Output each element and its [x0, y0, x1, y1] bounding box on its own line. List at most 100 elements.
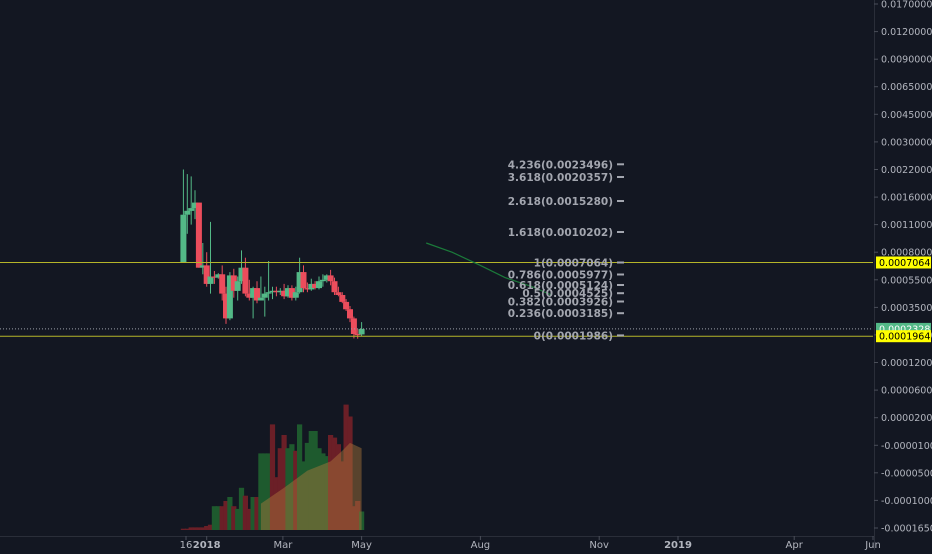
candle-body	[184, 210, 191, 215]
volume-bar	[335, 444, 341, 530]
volume-bar	[242, 495, 248, 530]
price-axis-label: 0.0003500	[881, 303, 932, 314]
price-axis-label: 0.0005500	[881, 275, 932, 286]
price-axis-label: 0.0022000	[881, 165, 932, 176]
candle-body	[285, 288, 291, 297]
time-axis[interactable]: 16 2018 Mar May Aug Nov 2019 Apr Jun	[0, 536, 881, 551]
projection-line[interactable]	[425, 242, 552, 296]
volume-bar	[293, 450, 299, 530]
time-axis-label: 2019	[664, 540, 692, 550]
candle-body	[304, 288, 311, 290]
price-tag-yellow	[876, 330, 931, 343]
price-tag-label: 0.0001964	[879, 332, 930, 343]
volume-bar	[343, 404, 349, 530]
time-axis-label: 16	[180, 540, 193, 550]
candle-body	[261, 293, 268, 298]
price-axis-label: 0.0001200	[881, 358, 932, 369]
volume-bar	[262, 453, 268, 530]
volume-bar	[297, 424, 303, 530]
candle-body	[215, 274, 222, 278]
volume-bar	[200, 527, 206, 530]
candle-body	[242, 267, 249, 294]
candle-body	[292, 292, 299, 298]
fib-level-label: 0.236(0.0003185)	[508, 308, 613, 320]
candle-body	[246, 293, 253, 298]
volume-bar	[269, 424, 276, 530]
volume-bar	[285, 448, 291, 530]
candle-body	[273, 290, 280, 293]
price-axis-label: 0.0065000	[881, 82, 932, 93]
candle-body	[238, 267, 245, 282]
candle-body	[219, 274, 226, 294]
candle-body	[226, 275, 233, 319]
candle-body	[319, 279, 326, 282]
volume-bar	[300, 461, 307, 530]
volume-bar	[231, 506, 237, 530]
volume-bar	[351, 506, 357, 530]
candle-body	[211, 276, 218, 278]
candle-body	[347, 309, 353, 319]
time-axis-label: 2018	[193, 540, 221, 550]
candle-body	[300, 272, 307, 289]
volume-bar	[328, 435, 334, 530]
drawings-layer[interactable]	[0, 242, 873, 337]
fib-level-label: 0.5(0.0004525)	[522, 288, 613, 300]
price-tag-label: 0.0007064	[879, 258, 930, 269]
volume-bar	[339, 461, 345, 530]
price-axis[interactable]: 0.0170000 0.0120000 0.0090000 0.0065000 0.00…	[874, 0, 932, 550]
price-axis-label: -0.0001650	[881, 524, 932, 535]
volume-bar	[281, 435, 287, 530]
candle-body	[277, 290, 284, 293]
candle-body	[192, 202, 198, 209]
volume-bar	[196, 527, 202, 530]
volume-pane	[180, 404, 365, 530]
volume-bar	[254, 497, 260, 530]
fib-level-label: 0(0.0001986)	[534, 330, 613, 342]
candle-body	[308, 283, 315, 290]
price-tag-yellow	[876, 256, 931, 269]
volume-bar	[192, 527, 198, 530]
candle-body	[350, 318, 357, 334]
time-axis-label: Nov	[589, 540, 609, 550]
price-axis-label: -0.0001000	[881, 496, 932, 507]
candle-body	[257, 297, 264, 301]
volume-bar	[211, 506, 217, 530]
volume-bar	[355, 501, 361, 530]
time-axis-label: Jun	[864, 540, 881, 550]
volume-bar	[188, 527, 194, 530]
candle-body	[207, 276, 214, 284]
candle-body	[199, 265, 206, 268]
volume-bar	[223, 501, 229, 530]
candle-body	[234, 281, 241, 291]
volume-bar	[227, 497, 233, 530]
candle-body	[327, 275, 334, 282]
volume-bar	[304, 442, 310, 530]
volume-bar	[258, 453, 264, 530]
price-axis-label: 0.0000200	[881, 413, 932, 424]
candle-body	[343, 301, 350, 310]
price-axis-label: 0.0016000	[881, 193, 932, 204]
candle-body	[339, 295, 346, 302]
volume-bar	[184, 528, 190, 530]
fib-level-label: 4.236(0.0023496)	[508, 159, 613, 171]
fib-level-label: 1(0.0007064)	[534, 258, 613, 270]
candle-body	[316, 281, 322, 289]
volume-bar	[347, 416, 353, 530]
price-axis-label: 0.0000600	[881, 386, 932, 397]
volume-bar	[180, 528, 186, 530]
fibonacci-levels[interactable]: 4.236(0.0023496)3.618(0.0020357) 2.618(0.…	[508, 159, 624, 342]
volume-bar	[273, 477, 279, 530]
candle-body	[281, 290, 288, 297]
volume-bar	[219, 506, 225, 530]
fib-level-label: 0.618(0.0005124)	[508, 280, 613, 292]
price-axis-label: 0.0170000	[881, 0, 932, 11]
volume-bar	[215, 506, 221, 530]
volume-bar	[235, 508, 241, 530]
candles-pane	[180, 169, 365, 339]
volume-bar	[207, 524, 214, 530]
candle-body	[331, 281, 338, 293]
candle-body	[195, 202, 202, 268]
